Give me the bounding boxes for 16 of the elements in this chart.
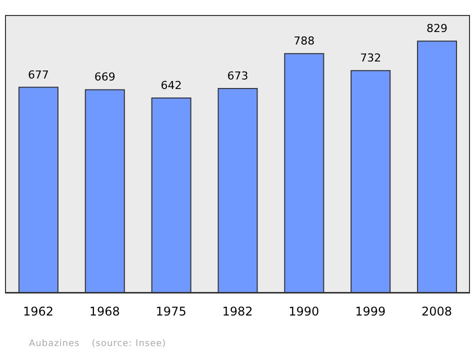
x-tick-label: 1962 [22,304,54,319]
text: (source: Insee) [92,339,166,349]
data-label: 677 [28,68,49,82]
data-label: 669 [94,70,116,84]
text: Aubazines [29,339,80,349]
data-label: 788 [294,34,315,48]
data-label: 732 [360,52,382,65]
x-tick-label: 1999 [355,304,386,319]
x-tick-label: 1982 [222,304,253,319]
data-label: 829 [426,22,448,36]
x-tick-label: 2008 [422,304,452,319]
data-label: 642 [160,78,182,92]
x-tick-label: 1990 [288,304,320,319]
x-tick-label: 1975 [156,304,186,319]
x-tick-label: 1968 [89,304,120,319]
data-label: 673 [227,70,248,83]
